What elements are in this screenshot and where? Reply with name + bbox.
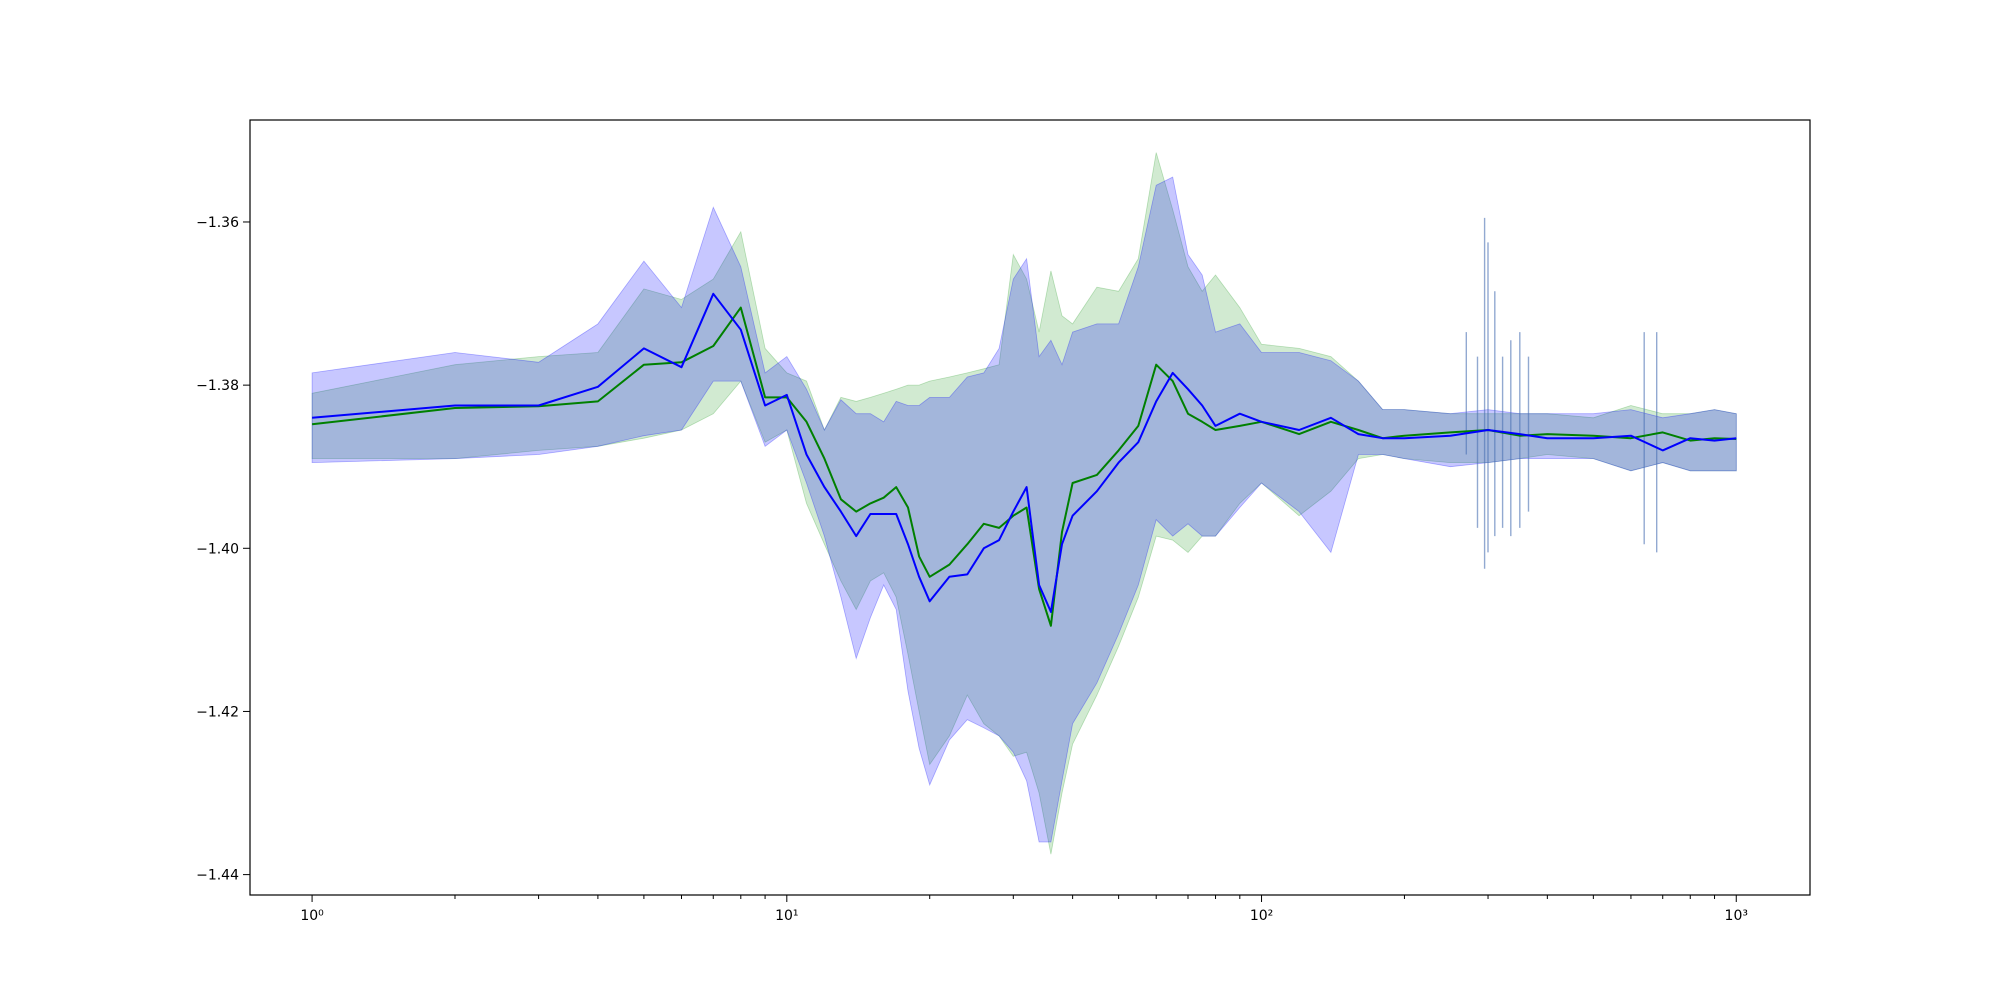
y-tick-label: −1.38: [196, 378, 239, 394]
x-tick-label: 10²: [1250, 908, 1273, 924]
x-tick-label: 10³: [1725, 908, 1748, 924]
spike-marks: [1465, 217, 1658, 569]
series-lines: [311, 292, 1737, 627]
x-tick-label: 10⁰: [300, 908, 324, 924]
y-tick-label: −1.36: [196, 215, 239, 231]
y-tick-label: −1.44: [196, 868, 239, 884]
y-tick-label: −1.40: [196, 541, 239, 557]
y-axis: −1.36 −1.38 −1.40 −1.42 −1.44: [196, 215, 250, 884]
x-tick-label: 10¹: [775, 908, 798, 924]
line-series-2: [312, 292, 1737, 613]
band-series-1: [311, 152, 1737, 855]
y-tick-label: −1.42: [196, 704, 239, 720]
x-axis: 10⁰ 10¹ 10² 10³: [300, 895, 1748, 924]
plot-frame: [249, 119, 1811, 896]
